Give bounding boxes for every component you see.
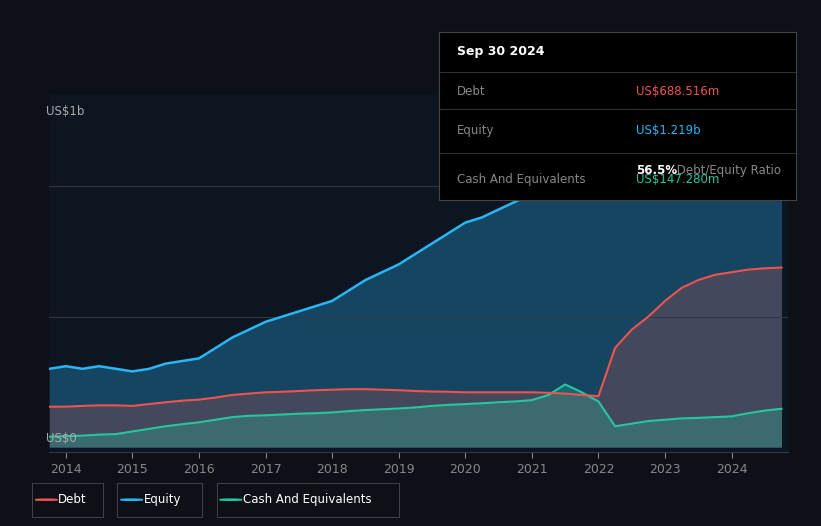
- Text: Sep 30 2024: Sep 30 2024: [457, 45, 544, 58]
- Text: US$688.516m: US$688.516m: [635, 85, 719, 98]
- FancyBboxPatch shape: [217, 483, 399, 517]
- Circle shape: [121, 499, 143, 500]
- Text: US$1b: US$1b: [46, 105, 84, 118]
- Text: US$0: US$0: [46, 432, 76, 445]
- FancyBboxPatch shape: [32, 483, 103, 517]
- FancyBboxPatch shape: [117, 483, 203, 517]
- Text: Equity: Equity: [144, 493, 181, 506]
- Circle shape: [35, 499, 57, 500]
- Text: Debt: Debt: [58, 493, 87, 506]
- Text: Debt: Debt: [457, 85, 486, 98]
- Text: Equity: Equity: [457, 124, 494, 137]
- Text: Debt/Equity Ratio: Debt/Equity Ratio: [673, 164, 781, 177]
- Text: Cash And Equivalents: Cash And Equivalents: [457, 173, 585, 186]
- Text: US$147.280m: US$147.280m: [635, 173, 719, 186]
- Text: 56.5%: 56.5%: [635, 164, 677, 177]
- Text: Cash And Equivalents: Cash And Equivalents: [243, 493, 371, 506]
- Circle shape: [220, 499, 242, 500]
- Text: US$1.219b: US$1.219b: [635, 124, 700, 137]
